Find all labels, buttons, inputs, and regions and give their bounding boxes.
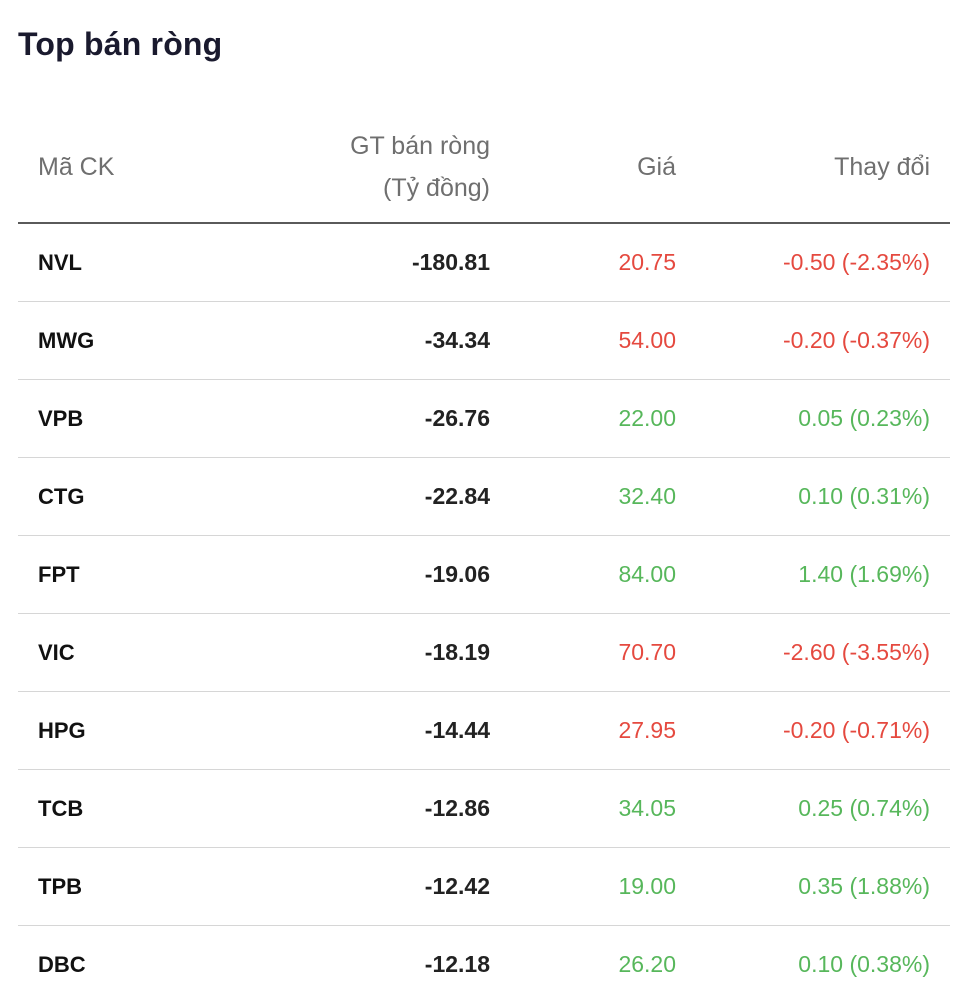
net-value-cell: -12.86 [248, 769, 510, 848]
net-value-cell: -18.19 [248, 613, 510, 692]
change-cell: 1.40 (1.69%) [696, 535, 950, 614]
ticker-cell[interactable]: MWG [18, 301, 248, 380]
table-row[interactable]: FPT -19.06 84.00 1.40 (1.69%) [18, 535, 950, 614]
change-cell: -2.60 (-3.55%) [696, 613, 950, 692]
net-value-cell: -19.06 [248, 535, 510, 614]
table-row[interactable]: VPB -26.76 22.00 0.05 (0.23%) [18, 379, 950, 458]
change-cell: 0.25 (0.74%) [696, 769, 950, 848]
change-cell: -0.20 (-0.71%) [696, 691, 950, 770]
price-cell: 22.00 [510, 379, 696, 458]
price-cell: 27.95 [510, 691, 696, 770]
net-value-cell: -12.18 [424, 951, 490, 977]
table-row[interactable]: CTG -22.84 32.40 0.10 (0.31%) [18, 457, 950, 536]
net-value-cell: -180.81 [248, 223, 510, 302]
table-row[interactable]: TCB -12.86 34.05 0.25 (0.74%) [18, 769, 950, 848]
change-cell: -0.50 (-2.35%) [696, 223, 950, 302]
price-cell: 84.00 [510, 535, 696, 614]
change-cell: 0.10 (0.31%) [696, 457, 950, 536]
change-cell: 0.05 (0.23%) [696, 379, 950, 458]
price-cell: 20.75 [510, 223, 696, 302]
table-row[interactable]: VIC -18.19 70.70 -2.60 (-3.55%) [18, 613, 950, 692]
column-header-ticker: Mã CK [18, 112, 248, 224]
change-cell: -0.20 (-0.37%) [696, 301, 950, 380]
column-header-net-value-line2: (Tỷ đồng) [383, 174, 490, 202]
price-cell: 54.00 [510, 301, 696, 380]
price-cell: 32.40 [510, 457, 696, 536]
table-header: Mã CK GT bán ròng (Tỷ đồng) Giá Thay đổi [18, 112, 950, 224]
net-value-cell: -26.76 [248, 379, 510, 458]
price-cell: 34.05 [510, 769, 696, 848]
column-header-net-value: GT bán ròng (Tỷ đồng) [248, 112, 510, 224]
table-body: NVL -180.81 20.75 -0.50 (-2.35%) MWG -34… [18, 223, 950, 1003]
change-cell: 0.10 (0.38%) [798, 951, 930, 977]
ticker-cell[interactable]: CTG [18, 457, 248, 536]
column-header-price: Giá [510, 112, 696, 224]
table-row[interactable]: HPG -14.44 27.95 -0.20 (-0.71%) [18, 691, 950, 770]
price-cell: 26.20 [618, 951, 676, 977]
price-cell: 70.70 [510, 613, 696, 692]
net-value-cell: -22.84 [248, 457, 510, 536]
ticker-cell[interactable]: FPT [18, 535, 248, 614]
ticker-cell[interactable]: NVL [18, 223, 248, 302]
ticker-cell[interactable]: VPB [18, 379, 248, 458]
table-row[interactable]: MWG -34.34 54.00 -0.20 (-0.37%) [18, 301, 950, 380]
table-row[interactable]: TPB -12.42 19.00 0.35 (1.88%) [18, 847, 950, 926]
ticker-cell[interactable]: TPB [18, 847, 248, 926]
column-header-net-value-line1: GT bán ròng [350, 132, 490, 160]
ticker-cell[interactable]: HPG [18, 691, 248, 770]
net-value-cell: -12.42 [248, 847, 510, 926]
table-row[interactable]: DBC -12.18 26.20 0.10 (0.38%) [18, 926, 950, 1004]
net-value-cell: -34.34 [248, 301, 510, 380]
table-row[interactable]: NVL -180.81 20.75 -0.50 (-2.35%) [18, 223, 950, 302]
column-header-change: Thay đổi [696, 112, 950, 224]
widget-title: Top bán ròng [18, 26, 223, 62]
net-value-cell: -14.44 [248, 691, 510, 770]
ticker-cell[interactable]: DBC [38, 951, 86, 977]
ticker-cell[interactable]: VIC [18, 613, 248, 692]
change-cell: 0.35 (1.88%) [696, 847, 950, 926]
net-sell-table: Mã CK GT bán ròng (Tỷ đồng) Giá Thay đổi… [18, 112, 950, 1003]
ticker-cell[interactable]: TCB [18, 769, 248, 848]
price-cell: 19.00 [510, 847, 696, 926]
